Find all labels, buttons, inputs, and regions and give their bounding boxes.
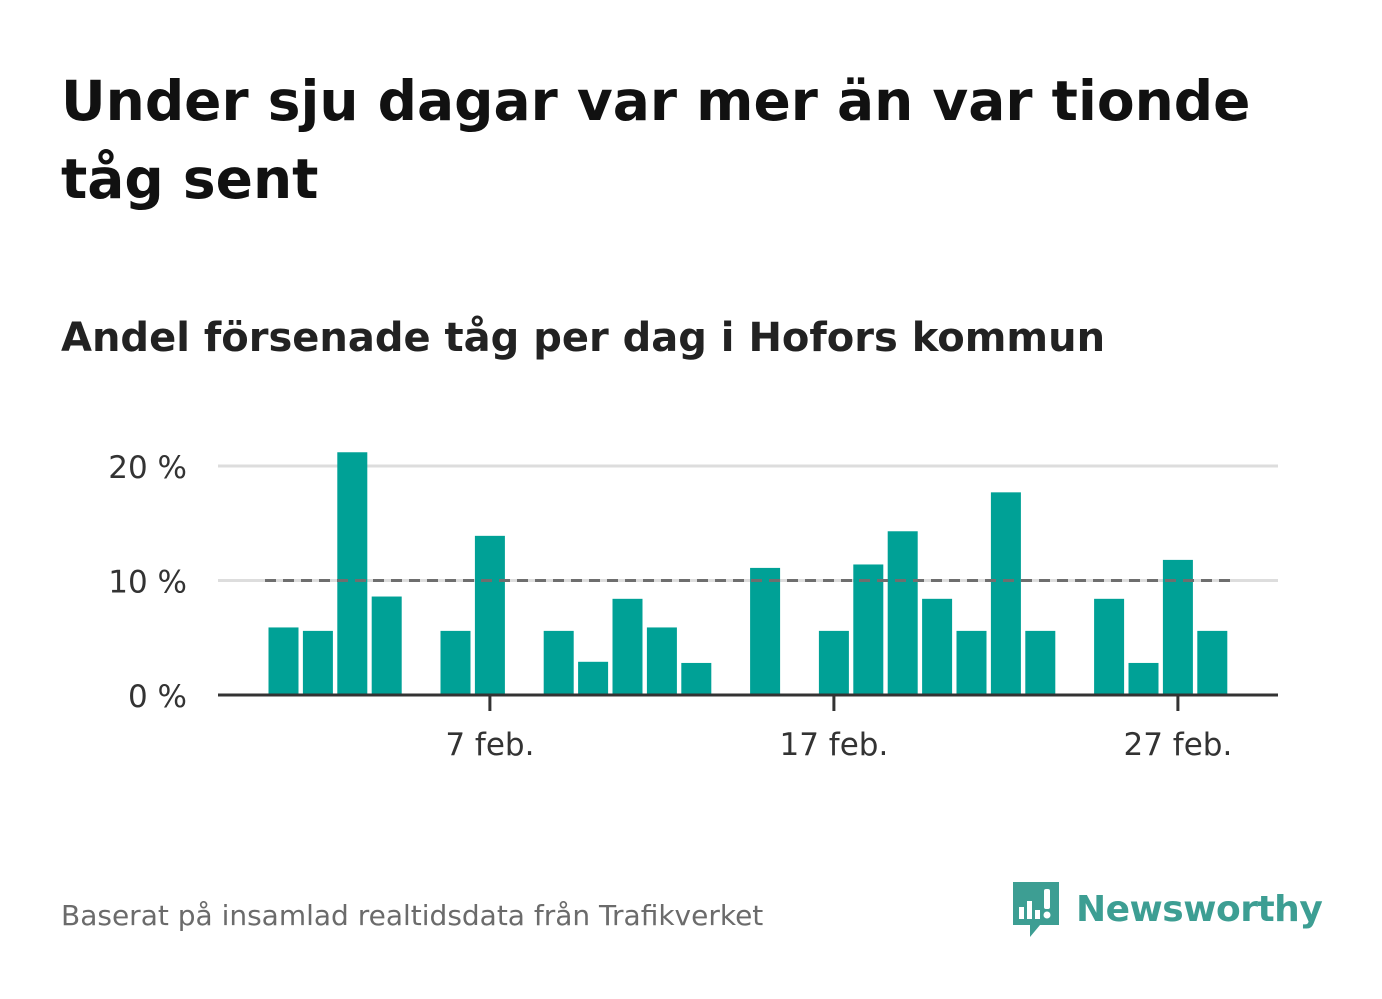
x-tick-label: 27 feb. bbox=[1123, 727, 1232, 763]
source-note: Baserat på insamlad realtidsdata från Tr… bbox=[61, 899, 764, 932]
bar bbox=[750, 567, 781, 695]
x-tick-label: 7 feb. bbox=[445, 727, 534, 763]
bar bbox=[268, 627, 299, 695]
bar bbox=[371, 596, 402, 695]
bar bbox=[440, 630, 471, 695]
bar bbox=[474, 535, 505, 695]
bar bbox=[1128, 662, 1159, 695]
bar bbox=[1094, 598, 1125, 695]
x-tick-label: 17 feb. bbox=[779, 727, 888, 763]
y-tick-label: 20 % bbox=[108, 450, 187, 486]
y-tick-label: 0 % bbox=[128, 679, 187, 715]
bar bbox=[681, 662, 712, 695]
bar bbox=[990, 492, 1021, 695]
bar bbox=[818, 630, 849, 695]
chart-title: Under sju dagar var mer än var tionde tå… bbox=[61, 69, 1251, 211]
bar bbox=[646, 627, 677, 695]
bar bbox=[956, 630, 987, 695]
bar bbox=[1162, 559, 1193, 695]
logo-text: Newsworthy bbox=[1076, 888, 1323, 930]
newsworthy-logo-icon bbox=[1013, 882, 1059, 937]
chart-subtitle: Andel försenade tåg per dag i Hofors kom… bbox=[61, 315, 1106, 361]
bar bbox=[578, 661, 609, 695]
bar bbox=[853, 564, 884, 695]
bar bbox=[612, 598, 643, 695]
bar bbox=[302, 630, 333, 695]
bar bbox=[887, 531, 918, 695]
bar bbox=[337, 452, 368, 695]
newsworthy-logo: Newsworthy bbox=[1010, 878, 1323, 940]
y-tick-label: 10 % bbox=[108, 565, 187, 601]
bar bbox=[922, 598, 953, 695]
bar bbox=[543, 630, 574, 695]
bar bbox=[1025, 630, 1056, 695]
bar bbox=[1197, 630, 1228, 695]
